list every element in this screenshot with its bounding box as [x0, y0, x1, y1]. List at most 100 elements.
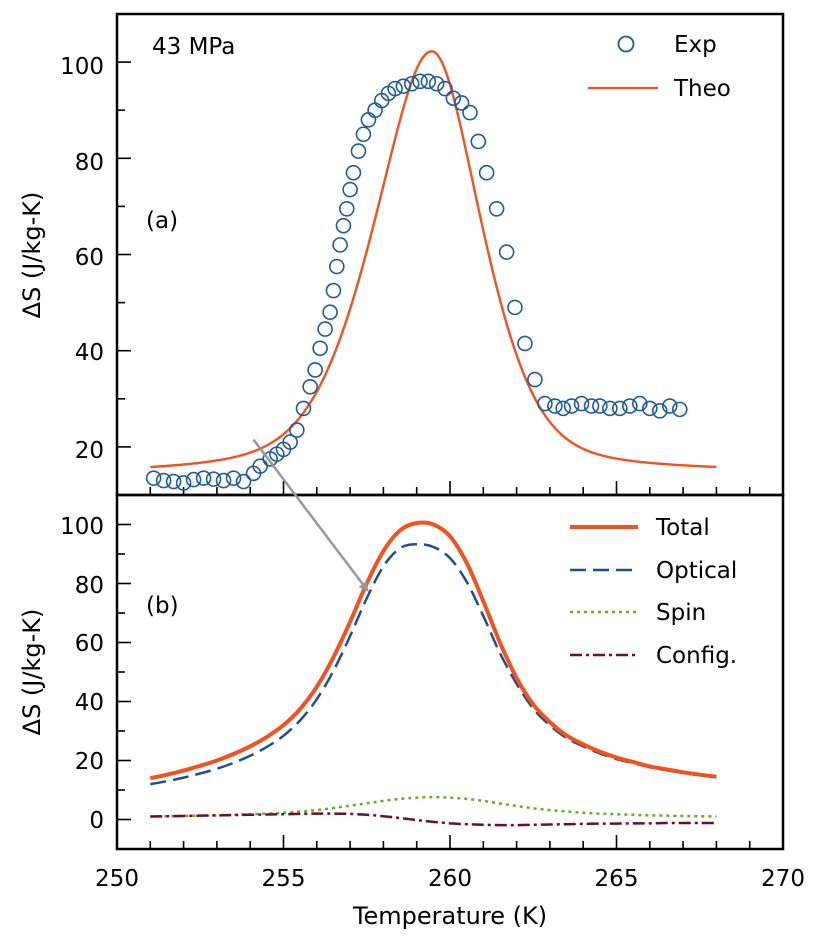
exp-point: [412, 73, 428, 90]
panel-b-y-tick-label: 60: [75, 631, 104, 657]
legend-total-label: Total: [655, 515, 710, 541]
exp-point: [632, 395, 648, 412]
panel-b-series: [149, 520, 717, 827]
panel-b-y-tick-label: 100: [60, 514, 104, 540]
x-tick-label: 265: [595, 866, 639, 892]
exp-point: [573, 395, 590, 412]
panel-b-y-tick-label: 0: [89, 808, 104, 834]
exp-point: [583, 398, 600, 414]
exp-point: [312, 340, 328, 357]
exp-point: [215, 472, 232, 489]
exp-point: [403, 75, 420, 92]
exp-point: [205, 471, 222, 487]
exp-point: [355, 126, 372, 143]
exp-point: [307, 362, 323, 378]
panel-b-label: (b): [146, 593, 179, 619]
exp-point: [622, 398, 638, 414]
panel-b-y-tick-label: 40: [75, 690, 104, 716]
exp-point: [335, 217, 352, 234]
exp-point: [478, 164, 495, 181]
exp-point: [445, 90, 462, 106]
exp-point: [185, 471, 202, 488]
exp-point: [602, 400, 618, 417]
exp-point: [592, 398, 608, 414]
exp-point: [155, 472, 172, 489]
exp-point: [338, 201, 355, 217]
legend-optical-label: Optical: [656, 558, 737, 584]
exp-point: [527, 371, 543, 388]
legend-spin-label: Spin: [656, 600, 706, 626]
exp-point: [651, 403, 668, 419]
exp-point: [470, 133, 487, 150]
x-tick-label: 255: [262, 866, 306, 892]
exp-point: [507, 299, 523, 316]
exp-point: [282, 434, 298, 450]
exp-point: [387, 80, 403, 97]
exp-point: [453, 95, 470, 111]
panel-a-y-tick-label: 100: [60, 54, 104, 80]
pressure-annotation: 43 MPa: [152, 34, 235, 60]
x-tick-label: 250: [95, 866, 139, 892]
exp-point: [395, 78, 412, 94]
panel-a-y-ticks: [117, 13, 131, 496]
exp-point: [342, 181, 358, 198]
exp-point: [563, 398, 580, 414]
panel-a-y-axis-title: ΔS (J/kg-K): [18, 192, 46, 319]
panel-a-series: [145, 50, 717, 491]
exp-point: [547, 398, 563, 414]
exp-point: [488, 201, 505, 217]
panel-b-frame: [115, 493, 785, 851]
panel-b-x-ticks: [116, 835, 784, 849]
exp-point: [235, 473, 252, 490]
exp-point: [661, 398, 678, 414]
exp-point: [317, 321, 333, 337]
link-arrow: [252, 438, 369, 592]
exp-point: [537, 395, 553, 412]
exp-point: [165, 473, 182, 490]
panel-a-y-tick-label: 40: [75, 340, 104, 366]
exp-point: [322, 304, 338, 321]
exp-point: [350, 143, 367, 159]
exp-point: [175, 475, 192, 491]
x-tick-label: 270: [761, 866, 805, 892]
legend-exp-marker: [617, 35, 635, 53]
exp-point: [428, 75, 445, 92]
exp-point: [517, 335, 533, 352]
x-tick-label: 260: [428, 866, 472, 892]
legend-theo-label: Theo: [673, 76, 731, 102]
exp-point: [289, 422, 305, 438]
exp-point: [420, 73, 437, 90]
config-line: [150, 812, 717, 827]
exp-point: [360, 112, 377, 128]
exp-point: [295, 400, 312, 417]
x-axis-title: Temperature (K): [352, 902, 547, 930]
panel-a-label: (a): [146, 208, 178, 234]
panel-a-y-tick-label: 80: [75, 150, 104, 176]
exp-point: [437, 80, 453, 97]
optical-line: [150, 542, 717, 786]
panel-b-y-ticks: [117, 494, 131, 850]
panel-a-y-tick-label: 60: [75, 245, 104, 271]
exp-point: [302, 378, 318, 395]
exp-point: [671, 401, 688, 418]
exp-point: [462, 104, 478, 121]
exp-point: [332, 237, 348, 253]
panel-b-y-axis-title: ΔS (J/kg-K): [18, 609, 46, 736]
exp-point: [612, 400, 628, 417]
exp-point: [367, 102, 383, 118]
exp-point: [328, 258, 345, 275]
exp-point: [641, 400, 658, 417]
panel-a-y-tick-label: 20: [75, 438, 104, 464]
legend-exp-label: Exp: [674, 32, 717, 58]
exp-point: [555, 400, 572, 417]
total-line: [149, 520, 717, 781]
exp-point: [345, 164, 362, 181]
theo-line: [150, 50, 717, 469]
exp-point: [252, 458, 268, 474]
spin-line: [150, 795, 717, 818]
panel-a-x-ticks: [116, 481, 784, 495]
exp-point: [145, 470, 162, 486]
legend-config-label: Config.: [656, 643, 737, 669]
panel-b-y-tick-label: 20: [75, 749, 104, 775]
